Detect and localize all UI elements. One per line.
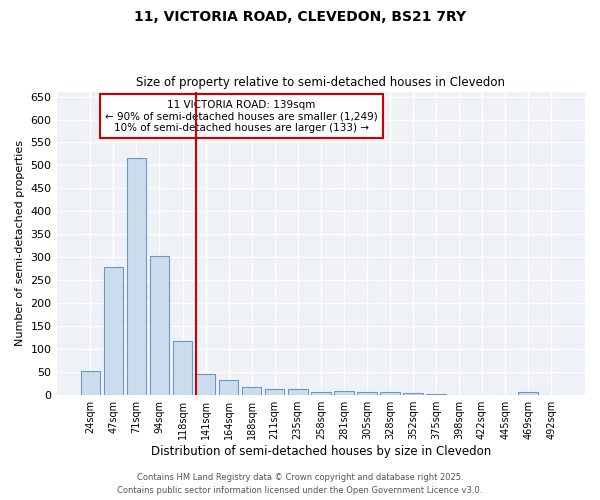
Bar [104,267,123,394]
Y-axis label: Number of semi-detached properties: Number of semi-detached properties [15,140,25,346]
Bar [518,392,538,394]
Bar [265,389,284,394]
Bar [149,256,169,394]
Text: 11 VICTORIA ROAD: 139sqm
← 90% of semi-detached houses are smaller (1,249)
10% o: 11 VICTORIA ROAD: 139sqm ← 90% of semi-d… [105,100,378,133]
Bar [127,158,146,394]
Bar [288,389,308,394]
Text: 11, VICTORIA ROAD, CLEVEDON, BS21 7RY: 11, VICTORIA ROAD, CLEVEDON, BS21 7RY [134,10,466,24]
Bar [242,387,262,394]
Bar [173,340,193,394]
Bar [357,392,377,394]
Bar [80,371,100,394]
Bar [311,392,331,394]
X-axis label: Distribution of semi-detached houses by size in Clevedon: Distribution of semi-detached houses by … [151,444,491,458]
Bar [196,374,215,394]
Text: Contains HM Land Registry data © Crown copyright and database right 2025.
Contai: Contains HM Land Registry data © Crown c… [118,474,482,495]
Bar [334,392,353,394]
Bar [380,392,400,394]
Bar [219,380,238,394]
Title: Size of property relative to semi-detached houses in Clevedon: Size of property relative to semi-detach… [136,76,505,90]
